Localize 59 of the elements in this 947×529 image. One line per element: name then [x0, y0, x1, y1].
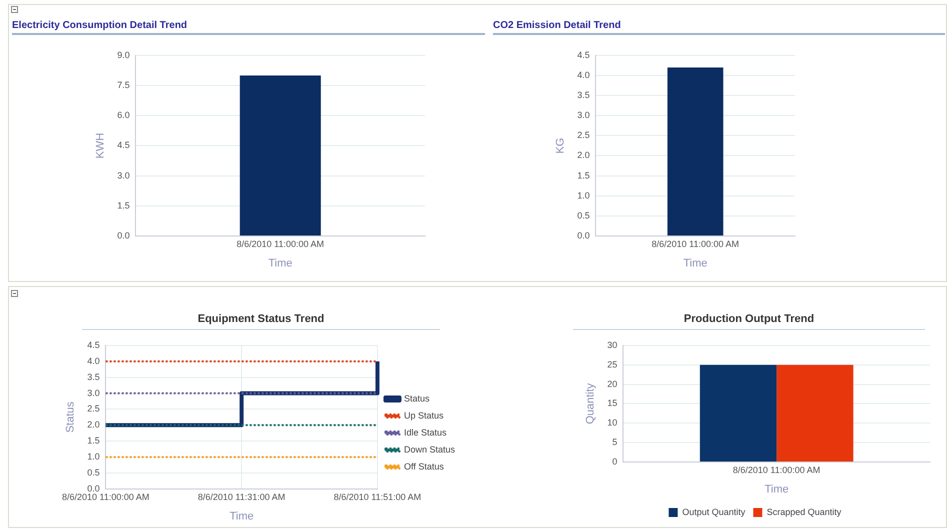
y-tick-label: 4.5 [87, 340, 100, 350]
y-tick-label: 2.0 [87, 420, 100, 430]
y-tick-label: 5 [612, 437, 618, 448]
x-axis-title: Time [683, 257, 708, 270]
y-tick-label: 6.0 [117, 110, 130, 120]
legend-label: Up Status [404, 410, 444, 420]
y-tick-label: 4.5 [117, 140, 130, 150]
chart-title: Equipment Status Trend [82, 313, 440, 330]
y-tick-label: 1.5 [577, 170, 590, 180]
y-tick-label: 20 [607, 378, 618, 389]
y-tick-label: 4.0 [577, 70, 590, 80]
x-axis-title: Time [764, 483, 789, 496]
y-tick-label: 3.0 [117, 170, 130, 180]
y-tick-label: 30 [607, 340, 618, 350]
y-axis-title: Quantity [584, 382, 597, 424]
legend-label: Idle Status [404, 427, 447, 438]
x-tick-label: 8/6/2010 11:51:00 AM [334, 492, 422, 502]
y-tick-label: 1.5 [87, 436, 100, 446]
y-tick-label: 15 [607, 398, 618, 408]
x-tick-label: 8/6/2010 11:00:00 AM [652, 238, 740, 249]
y-tick-label: 0.0 [87, 483, 100, 494]
y-tick-label: 2.5 [577, 130, 590, 140]
y-tick-label: 3.5 [87, 372, 100, 382]
y-tick-label: 1.0 [577, 190, 590, 200]
legend-label: Status [404, 393, 430, 404]
y-tick-label: 10 [607, 418, 618, 428]
y-tick-label: 2.5 [87, 404, 100, 414]
y-axis-title: KG [554, 138, 567, 154]
y-tick-label: 1.0 [87, 452, 100, 462]
x-tick-label: 8/6/2010 11:31:00 AM [198, 492, 286, 502]
y-tick-label: 0.0 [117, 230, 130, 240]
y-tick-label: 2.0 [577, 150, 590, 160]
x-tick-label: 8/6/2010 11:00:00 AM [732, 464, 820, 475]
x-tick-label: 8/6/2010 11:00:00 AM [236, 238, 324, 249]
y-tick-label: 25 [607, 359, 618, 370]
y-tick-label: 9.0 [117, 50, 130, 60]
x-axis-title: Time [230, 510, 254, 522]
x-axis-title: Time [268, 257, 292, 270]
legend-label: Off Status [404, 461, 444, 472]
chart-title: CO2 Emission Detail Trend [493, 20, 945, 35]
y-tick-label: 3.0 [87, 388, 100, 398]
y-tick-label: 0.0 [577, 230, 590, 240]
legend-label: Scrapped Quantity [766, 506, 842, 517]
y-tick-label: 0.5 [87, 468, 100, 478]
x-tick-label: 8/6/2010 11:00:00 AM [62, 492, 150, 502]
y-tick-label: 0 [612, 456, 618, 466]
chart-title: Electricity Consumption Detail Trend [12, 20, 485, 35]
y-tick-label: 3.5 [577, 90, 590, 100]
y-tick-label: 4.0 [87, 356, 100, 366]
chart-title: Production Output Trend [573, 313, 925, 330]
y-tick-label: 7.5 [117, 80, 130, 90]
y-tick-label: 4.5 [577, 50, 590, 60]
y-tick-label: 0.5 [577, 210, 590, 220]
legend-label: Output Quantity [682, 506, 746, 517]
y-axis-title: Status [64, 401, 77, 433]
y-axis-title: KWH [94, 132, 107, 159]
legend-label: Down Status [404, 444, 456, 454]
y-tick-label: 3.0 [577, 110, 590, 120]
y-tick-label: 1.5 [117, 200, 130, 210]
